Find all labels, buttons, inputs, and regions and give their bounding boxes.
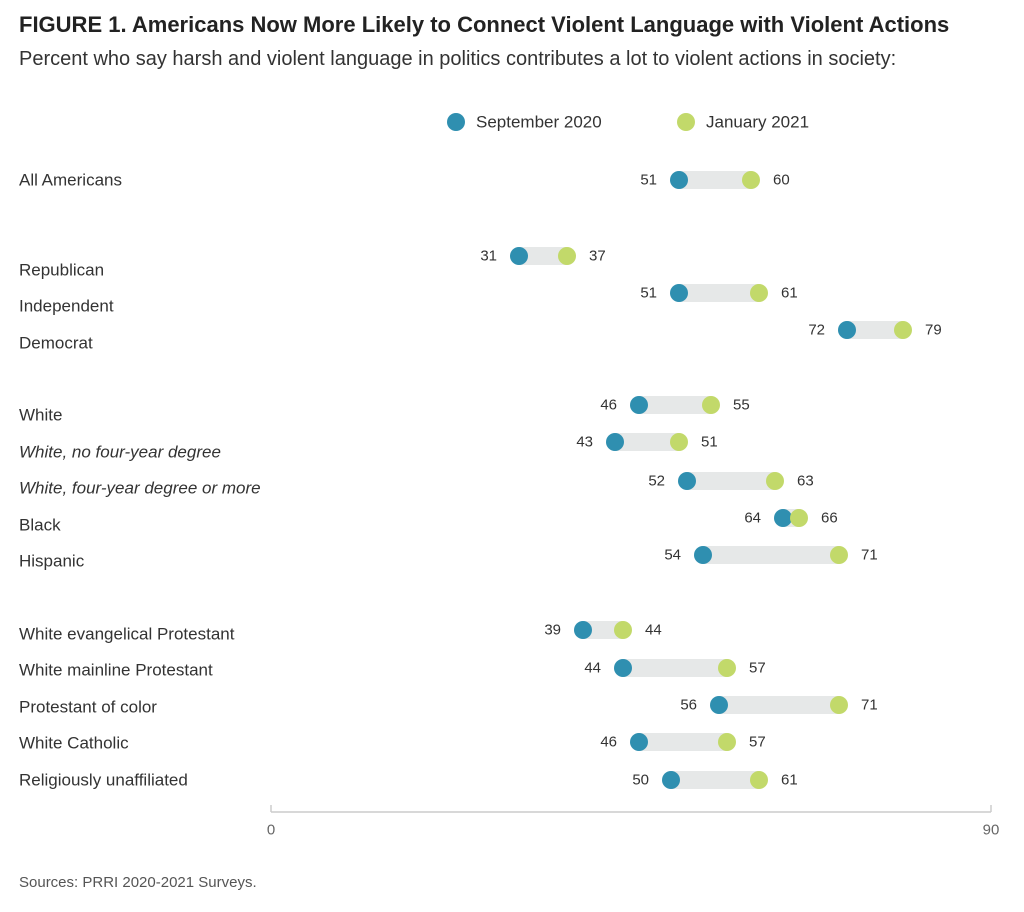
dot-september-2020 — [614, 659, 632, 677]
row-label: Hispanic — [19, 552, 85, 571]
value-label-september-2020: 50 — [632, 772, 649, 789]
x-tick-label: 90 — [983, 822, 1000, 839]
dot-september-2020 — [606, 433, 624, 451]
row-label: Religiously unaffiliated — [19, 771, 188, 790]
value-label-january-2021: 51 — [701, 434, 718, 451]
dot-january-2021 — [830, 546, 848, 564]
dot-january-2021 — [558, 247, 576, 265]
value-label-september-2020: 56 — [680, 697, 697, 714]
source-note: Sources: PRRI 2020-2021 Surveys. — [19, 874, 257, 891]
dot-january-2021 — [702, 396, 720, 414]
dot-september-2020 — [670, 284, 688, 302]
row-label: White evangelical Protestant — [19, 625, 235, 644]
legend-label-january-2021: January 2021 — [706, 113, 809, 132]
dot-january-2021 — [742, 171, 760, 189]
row-label: Protestant of color — [19, 698, 157, 717]
value-label-september-2020: 52 — [648, 473, 665, 490]
row-label: Democrat — [19, 334, 93, 353]
value-label-january-2021: 57 — [749, 734, 766, 751]
range-bar — [687, 472, 775, 490]
row-label: Independent — [19, 297, 114, 316]
dot-september-2020 — [574, 621, 592, 639]
value-label-january-2021: 71 — [861, 697, 878, 714]
value-label-september-2020: 54 — [664, 547, 681, 564]
dot-september-2020 — [510, 247, 528, 265]
range-bar — [679, 171, 751, 189]
value-label-september-2020: 51 — [640, 285, 657, 302]
legend-label-september-2020: September 2020 — [476, 113, 602, 132]
dot-september-2020 — [838, 321, 856, 339]
dot-september-2020 — [630, 733, 648, 751]
range-bar — [583, 621, 623, 639]
dot-january-2021 — [766, 472, 784, 490]
dot-september-2020 — [630, 396, 648, 414]
row-label: Republican — [19, 261, 104, 280]
value-label-january-2021: 61 — [781, 285, 798, 302]
range-bar — [615, 433, 679, 451]
value-label-january-2021: 55 — [733, 397, 750, 414]
legend-marker-september-2020 — [447, 113, 465, 131]
range-bar — [719, 696, 839, 714]
value-label-january-2021: 57 — [749, 660, 766, 677]
dot-september-2020 — [670, 171, 688, 189]
dot-january-2021 — [670, 433, 688, 451]
legend-marker-january-2021 — [677, 113, 695, 131]
range-bar — [847, 321, 903, 339]
dot-september-2020 — [774, 509, 792, 527]
value-label-january-2021: 60 — [773, 172, 790, 189]
range-bar — [671, 771, 759, 789]
value-label-september-2020: 72 — [808, 322, 825, 339]
value-label-january-2021: 71 — [861, 547, 878, 564]
value-label-september-2020: 51 — [640, 172, 657, 189]
range-bar — [703, 546, 839, 564]
value-label-january-2021: 63 — [797, 473, 814, 490]
row-label: Black — [19, 516, 61, 535]
value-label-september-2020: 31 — [480, 248, 497, 265]
dot-january-2021 — [894, 321, 912, 339]
range-bar — [639, 396, 711, 414]
value-label-september-2020: 43 — [576, 434, 593, 451]
dot-september-2020 — [694, 546, 712, 564]
row-label: White mainline Protestant — [19, 661, 213, 680]
dot-january-2021 — [718, 733, 736, 751]
chart-subtitle: Percent who say harsh and violent langua… — [19, 48, 897, 70]
dot-january-2021 — [830, 696, 848, 714]
row-label: White, four-year degree or more — [19, 479, 261, 498]
dot-january-2021 — [614, 621, 632, 639]
row-label: White, no four-year degree — [19, 443, 221, 462]
value-label-september-2020: 46 — [600, 397, 617, 414]
row-label: White — [19, 406, 62, 425]
range-bar — [519, 247, 567, 265]
range-bar — [639, 733, 727, 751]
dot-january-2021 — [718, 659, 736, 677]
dot-january-2021 — [750, 284, 768, 302]
range-bar — [679, 284, 759, 302]
value-label-january-2021: 37 — [589, 248, 606, 265]
value-label-january-2021: 61 — [781, 772, 798, 789]
value-label-january-2021: 66 — [821, 510, 838, 527]
value-label-january-2021: 79 — [925, 322, 942, 339]
chart-title: FIGURE 1. Americans Now More Likely to C… — [19, 12, 950, 37]
dot-january-2021 — [790, 509, 808, 527]
range-bar — [623, 659, 727, 677]
value-label-september-2020: 44 — [584, 660, 601, 677]
dot-september-2020 — [710, 696, 728, 714]
x-tick-label: 0 — [267, 822, 275, 839]
dot-september-2020 — [678, 472, 696, 490]
dot-january-2021 — [750, 771, 768, 789]
dot-september-2020 — [662, 771, 680, 789]
value-label-september-2020: 46 — [600, 734, 617, 751]
row-label: All Americans — [19, 171, 122, 190]
value-label-september-2020: 64 — [744, 510, 761, 527]
value-label-january-2021: 44 — [645, 622, 662, 639]
value-label-september-2020: 39 — [544, 622, 561, 639]
row-label: White Catholic — [19, 734, 129, 753]
